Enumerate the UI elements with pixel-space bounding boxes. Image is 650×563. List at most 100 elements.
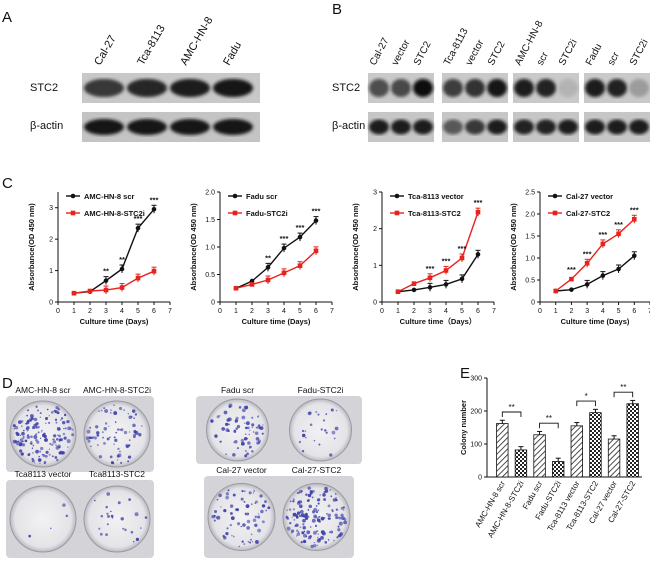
colony-dot (20, 452, 24, 456)
data-point (427, 285, 433, 290)
colony-dot (44, 438, 48, 442)
data-point (297, 263, 303, 268)
culture-dish (83, 400, 151, 468)
colony-dot (95, 425, 99, 429)
colony-dot (316, 518, 321, 522)
colony-dot (335, 508, 339, 511)
colony-dot (99, 532, 103, 536)
colony-dot (251, 423, 255, 427)
blot-a-lane-label: Fadu (221, 40, 244, 68)
y-tick-label: 2.0 (525, 212, 535, 219)
colony-dot (232, 493, 236, 497)
blot-b-lane-label: STC2 (412, 39, 434, 67)
colony-dot (295, 514, 299, 518)
colony-dot (325, 431, 328, 434)
colony-dot (226, 527, 229, 530)
x-tick-label: 2 (569, 308, 573, 315)
x-tick-label: 6 (152, 308, 156, 315)
colony-dot (236, 447, 239, 450)
colony-dot (21, 431, 25, 436)
colony-dot (298, 514, 302, 518)
panel-c-letter: C (2, 175, 13, 192)
colony-dot (301, 531, 305, 535)
colony-dot (96, 434, 100, 437)
data-point (151, 206, 157, 212)
x-tick-label: 2 (88, 308, 92, 315)
colony-dot (93, 436, 97, 440)
y-tick-label: 0 (531, 300, 535, 307)
colony-dot (304, 430, 307, 432)
colony-dot (33, 417, 38, 422)
colony-dot (128, 415, 132, 419)
colony-dot (227, 429, 230, 433)
blot-b-lane-label: Cal-27 (368, 36, 392, 68)
colony-dot (98, 410, 100, 412)
colony-dot (320, 516, 325, 521)
y-tick-label: 300 (470, 376, 482, 383)
colony-dot (211, 514, 215, 519)
colony-dot (227, 489, 230, 492)
colony-dot (58, 438, 61, 441)
colony-dot (113, 436, 116, 439)
colony-dot (51, 455, 54, 458)
legend-label: Cal-27-STC2 (566, 209, 610, 218)
blot-a-stc2-band (127, 79, 167, 97)
data-point (600, 273, 606, 278)
colony-dot (106, 492, 111, 496)
plate-label: Fadu scr (221, 385, 254, 395)
plate-label: Cal-27 vector (216, 465, 267, 475)
data-point (584, 282, 590, 287)
colony-dot (45, 450, 49, 454)
blot-b-lane-label: STC2i (628, 38, 650, 68)
colony-dot (251, 541, 254, 543)
colony-dot (67, 446, 69, 448)
data-point (119, 285, 125, 290)
blot-b-lane-label: scr (535, 50, 551, 68)
blot-b-actin-band (536, 119, 556, 135)
colony-dot (133, 417, 135, 419)
data-point (297, 234, 303, 240)
colony-dot (241, 415, 246, 420)
colony-dot (225, 495, 229, 500)
colony-dot (245, 504, 250, 509)
colony-dot (115, 431, 118, 434)
blot-a-actin-band (170, 119, 210, 135)
blot-b-actin-band (391, 119, 411, 135)
plate-label: AMC-HN-8 scr (15, 385, 70, 395)
colony-dot (28, 534, 32, 538)
x-tick-label: 5 (298, 308, 302, 315)
colony-dot (110, 412, 112, 414)
colony-dot (245, 426, 248, 430)
colony-dot (55, 421, 58, 424)
colony-dot (305, 493, 308, 496)
x-tick-label: 1 (396, 308, 400, 315)
colony-dot (39, 450, 42, 453)
colony-dot (53, 438, 55, 440)
colony-dot (292, 508, 296, 511)
colony-dot (320, 428, 323, 431)
colony-dot (251, 416, 254, 419)
colony-dot (301, 433, 306, 438)
colony-dot (337, 525, 340, 528)
colony-dot (305, 535, 308, 538)
blot-b-actin-band (514, 119, 534, 135)
colony-dot (257, 528, 262, 533)
colony-dot (333, 539, 335, 542)
blot-b-actin-band (629, 119, 649, 135)
colony-dot (318, 443, 321, 446)
colony-dot (54, 410, 58, 414)
colony-dot (295, 523, 299, 528)
plate-label: Fadu-STC2i (298, 385, 344, 395)
colony-dot (242, 523, 246, 527)
y-tick-label: 1.5 (205, 217, 215, 224)
colony-dot (253, 490, 255, 492)
x-tick-label: 6 (632, 308, 636, 315)
legend-marker (232, 210, 238, 216)
colony-dot (307, 509, 310, 511)
colony-dot (109, 455, 113, 459)
colony-dot (15, 431, 19, 435)
colony-dot (26, 435, 31, 439)
colony-dot (69, 427, 72, 430)
colony-dot (307, 493, 312, 498)
